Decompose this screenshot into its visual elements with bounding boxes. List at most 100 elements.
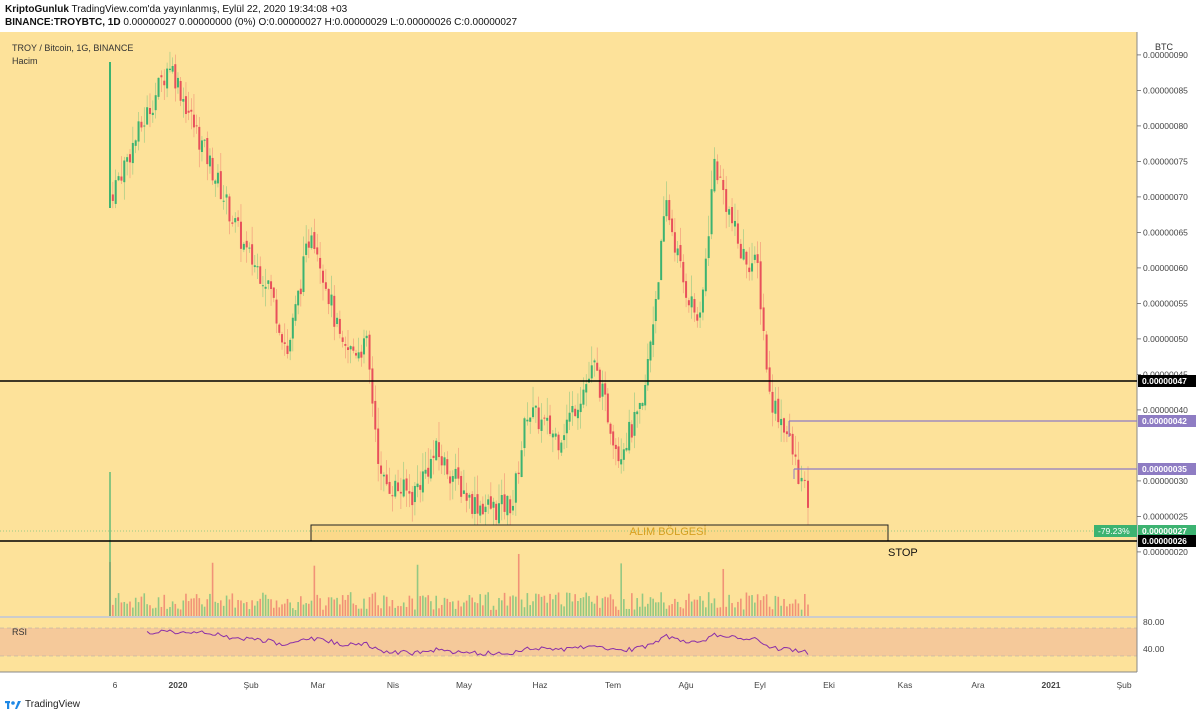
volume-bar: [344, 599, 347, 616]
volume-bar: [460, 606, 462, 616]
candle-body: [791, 433, 794, 455]
candle-body: [489, 496, 492, 509]
candle-body: [192, 114, 195, 128]
candle-body: [134, 140, 137, 146]
candle-body: [281, 334, 284, 343]
candle-body: [237, 217, 240, 221]
price-tick-label: 0.00000080: [1143, 121, 1188, 131]
candle-body: [336, 317, 339, 325]
candle-body: [253, 265, 256, 268]
volume-bar: [532, 601, 534, 616]
candle-body: [222, 200, 225, 202]
candle-body: [228, 196, 231, 222]
rsi-axis-ticks: 80.00 40.00: [1143, 617, 1165, 654]
price-badge: [1138, 535, 1196, 547]
volume-bar: [716, 607, 719, 616]
symbol-legend[interactable]: TROY / Bitcoin, 1G, BINANCE: [12, 43, 134, 53]
volume-bar: [446, 598, 449, 616]
price-badge: [1138, 525, 1196, 537]
volume-bar: [487, 592, 489, 616]
volume-bar: [228, 599, 231, 616]
candle-body: [465, 492, 468, 501]
volume-bar: [468, 595, 471, 616]
candle-body: [286, 345, 289, 354]
candle-body: [622, 449, 625, 460]
candle-body: [264, 286, 267, 289]
chart-area[interactable]: ALIM BÖLGESİ STOP 0.00000090 0.00000085 0.…: [0, 32, 1200, 698]
volume-bar: [604, 596, 606, 616]
volume-bar: [300, 596, 302, 616]
candle-body: [511, 505, 514, 511]
candle-body: [131, 142, 134, 164]
volume-bar: [759, 600, 762, 616]
candle-body: [432, 455, 435, 458]
volume-bar: [476, 603, 479, 616]
chart-canvas[interactable]: ALIM BÖLGESİ STOP 0.000000900.000000850.…: [0, 32, 1200, 698]
candle-body: [612, 431, 615, 446]
volume-bar: [117, 593, 120, 616]
volume-bar: [471, 597, 473, 616]
volume-bar: [457, 600, 460, 616]
price-badges: 0.00000047 0.00000042 0.00000035 0.00000027…: [1094, 375, 1196, 547]
volume-bar: [422, 595, 424, 616]
candle-body: [606, 393, 609, 423]
volume-bar: [705, 607, 707, 616]
volume-bar: [267, 598, 270, 616]
volume-bar: [325, 605, 327, 616]
volume-legend[interactable]: Hacim: [12, 56, 38, 66]
volume-bar: [440, 604, 443, 616]
candle-body: [523, 418, 526, 449]
time-label: Mar: [311, 680, 326, 690]
volume-bar: [751, 595, 753, 616]
buy-zone[interactable]: [310, 524, 889, 542]
volume-bar: [588, 596, 590, 616]
candle-body: [682, 261, 685, 283]
price-tick-label: 0.00000030: [1143, 476, 1188, 486]
candle-body: [231, 222, 234, 224]
volume-bar: [330, 597, 333, 616]
candle-body: [120, 176, 123, 181]
candle-body: [346, 347, 349, 350]
candle-body: [654, 299, 657, 322]
candle-body: [225, 194, 228, 198]
volume-bar: [500, 600, 503, 616]
candle-body: [529, 417, 532, 422]
author-name[interactable]: KriptoGunluk: [5, 4, 69, 15]
time-label: 2020: [169, 680, 188, 690]
candle-body: [630, 424, 633, 438]
rsi-legend[interactable]: RSI: [12, 627, 28, 637]
footer-brand[interactable]: TradingView: [25, 699, 81, 710]
volume-bar: [479, 594, 481, 616]
volume-bar: [157, 597, 160, 616]
volume-bar: [177, 608, 179, 616]
candle-body: [532, 407, 535, 418]
candle-body: [468, 494, 471, 498]
volume-bar: [492, 605, 495, 616]
volume-bar: [503, 592, 506, 616]
candle-body: [565, 419, 568, 434]
volume-bar: [628, 608, 630, 616]
tradingview-logo-icon[interactable]: [5, 699, 21, 711]
candle-body: [399, 491, 402, 494]
volume-bar: [719, 607, 722, 616]
volume-bar: [515, 596, 517, 616]
time-label: 6: [113, 680, 118, 690]
candle-body: [517, 472, 520, 475]
volume-bar: [535, 593, 537, 616]
candle-body: [239, 221, 242, 249]
candle-body: [374, 400, 377, 430]
candle-body: [166, 68, 169, 89]
volume-bar: [383, 595, 385, 616]
candle-body: [722, 179, 725, 191]
candle-body: [707, 236, 710, 259]
time-label: Tem: [605, 680, 621, 690]
candle-body: [380, 465, 383, 474]
volume-bar: [679, 607, 682, 616]
candle-body: [157, 77, 160, 97]
volume-bar: [601, 598, 604, 616]
volume-bar: [245, 602, 248, 616]
volume-bar: [347, 594, 349, 616]
candle-body: [182, 99, 185, 102]
volume-bar: [190, 598, 193, 616]
candle-body: [302, 256, 305, 292]
